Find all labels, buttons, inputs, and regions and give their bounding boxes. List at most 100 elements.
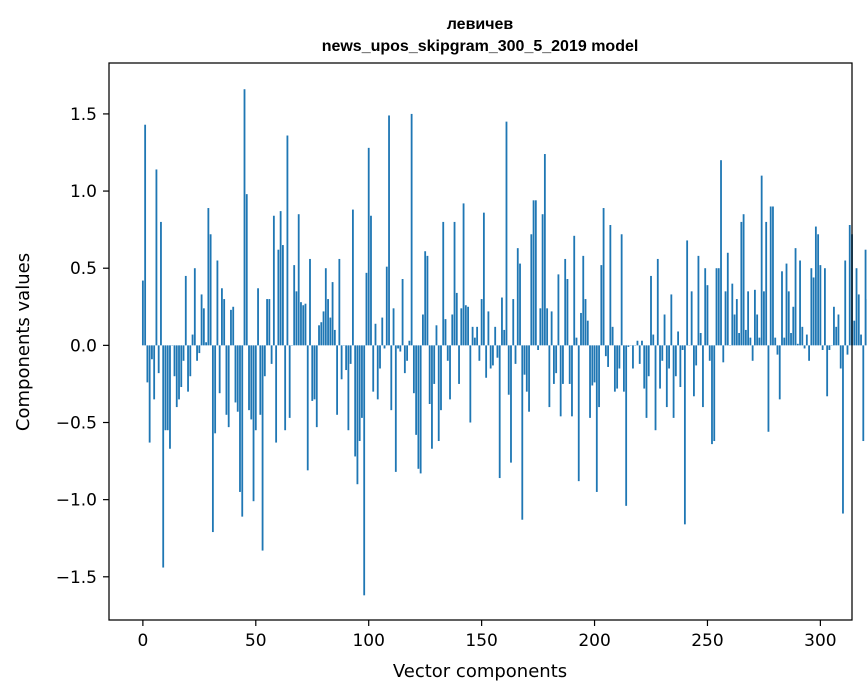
bar-273 — [758, 337, 761, 346]
bar-189 — [568, 345, 571, 384]
bar-104 — [376, 345, 379, 400]
bar-271 — [753, 289, 756, 346]
bar-117 — [406, 345, 409, 361]
bar-236 — [674, 345, 677, 377]
bar-191 — [573, 235, 576, 346]
bar-152 — [485, 345, 488, 378]
bar-298 — [814, 226, 817, 346]
bar-38 — [227, 345, 230, 428]
bar-59 — [275, 345, 278, 443]
bar-241 — [686, 240, 689, 346]
bar-58 — [272, 215, 275, 346]
bar-111 — [392, 308, 395, 346]
bar-155 — [492, 345, 494, 366]
y-tick-label: −0.5 — [56, 414, 97, 434]
bar-238 — [679, 345, 682, 388]
bar-75 — [311, 345, 314, 401]
bar-262 — [733, 314, 736, 346]
bar-185 — [559, 345, 562, 417]
bar-272 — [756, 314, 759, 346]
bar-72 — [304, 303, 307, 346]
bar-7 — [157, 345, 160, 374]
bar-239 — [681, 345, 684, 350]
bar-162 — [507, 345, 510, 395]
bar-154 — [489, 345, 492, 369]
bar-80 — [322, 311, 325, 346]
bar-186 — [562, 345, 564, 384]
bar-300 — [819, 265, 822, 346]
bar-196 — [584, 299, 587, 346]
bar-126 — [426, 255, 429, 346]
bar-192 — [575, 337, 578, 346]
bar-269 — [749, 337, 752, 346]
bar-98 — [363, 345, 366, 596]
bar-319 — [862, 345, 865, 442]
bar-39 — [230, 309, 232, 346]
bar-136 — [449, 345, 451, 400]
bar-215 — [627, 345, 630, 347]
bar-248 — [702, 345, 704, 408]
bar-237 — [677, 331, 680, 346]
bar-176 — [539, 308, 542, 346]
bar-37 — [225, 345, 228, 415]
y-tick-label: −1.0 — [56, 491, 97, 511]
bar-118 — [408, 340, 411, 346]
bar-91 — [347, 345, 350, 431]
bar-79 — [320, 322, 323, 346]
bar-18 — [182, 345, 185, 361]
bar-49 — [252, 345, 255, 502]
bar-85 — [333, 329, 336, 346]
bar-32 — [214, 345, 217, 434]
bar-214 — [625, 345, 628, 506]
bar-100 — [367, 147, 370, 346]
bar-203 — [600, 265, 603, 346]
bar-279 — [772, 206, 774, 346]
bar-217 — [632, 345, 634, 369]
bar-201 — [595, 345, 598, 492]
bar-78 — [318, 325, 320, 346]
bar-82 — [327, 299, 329, 346]
bar-35 — [221, 288, 223, 346]
bar-71 — [302, 305, 305, 346]
bar-178 — [543, 154, 546, 346]
x-axis-ticks: 0 50 100 150 200 250 300 — [137, 620, 837, 651]
plot-frame — [108, 62, 853, 621]
x-tick-label: 50 — [245, 631, 267, 651]
bar-134 — [444, 319, 447, 346]
x-tick-label: 0 — [137, 631, 148, 651]
bar-8 — [160, 221, 162, 346]
y-tick-label: 0.5 — [70, 259, 97, 279]
bar-21 — [189, 345, 192, 377]
bar-2 — [146, 345, 149, 383]
chart-title: левичев — [447, 16, 514, 33]
bar-281 — [776, 345, 779, 355]
bar-150 — [480, 299, 483, 346]
bar-48 — [250, 345, 253, 420]
bar-187 — [564, 258, 567, 346]
y-tick-label: 0.0 — [70, 336, 97, 356]
bar-0 — [141, 280, 144, 346]
bar-68 — [295, 291, 298, 346]
bar-123 — [419, 345, 422, 474]
bar-181 — [550, 311, 553, 346]
chart-subtitle: news_upos_skipgram_300_5_2019 model — [322, 38, 639, 55]
bar-147 — [473, 337, 476, 346]
x-tick-label: 250 — [691, 631, 723, 651]
bar-259 — [726, 252, 729, 346]
bar-33 — [216, 260, 219, 346]
bar-139 — [455, 292, 458, 346]
bar-267 — [744, 329, 747, 346]
bar-156 — [494, 326, 497, 346]
bar-168 — [521, 345, 524, 520]
bar-51 — [257, 288, 259, 346]
x-axis-label: Vector components — [393, 661, 567, 682]
bar-256 — [720, 160, 722, 346]
bar-231 — [663, 314, 666, 346]
bar-202 — [598, 345, 600, 408]
bar-212 — [620, 234, 623, 346]
bar-125 — [424, 251, 427, 346]
bar-258 — [724, 291, 727, 346]
bar-171 — [528, 345, 530, 412]
bar-299 — [817, 234, 820, 346]
bars-group — [141, 89, 867, 596]
